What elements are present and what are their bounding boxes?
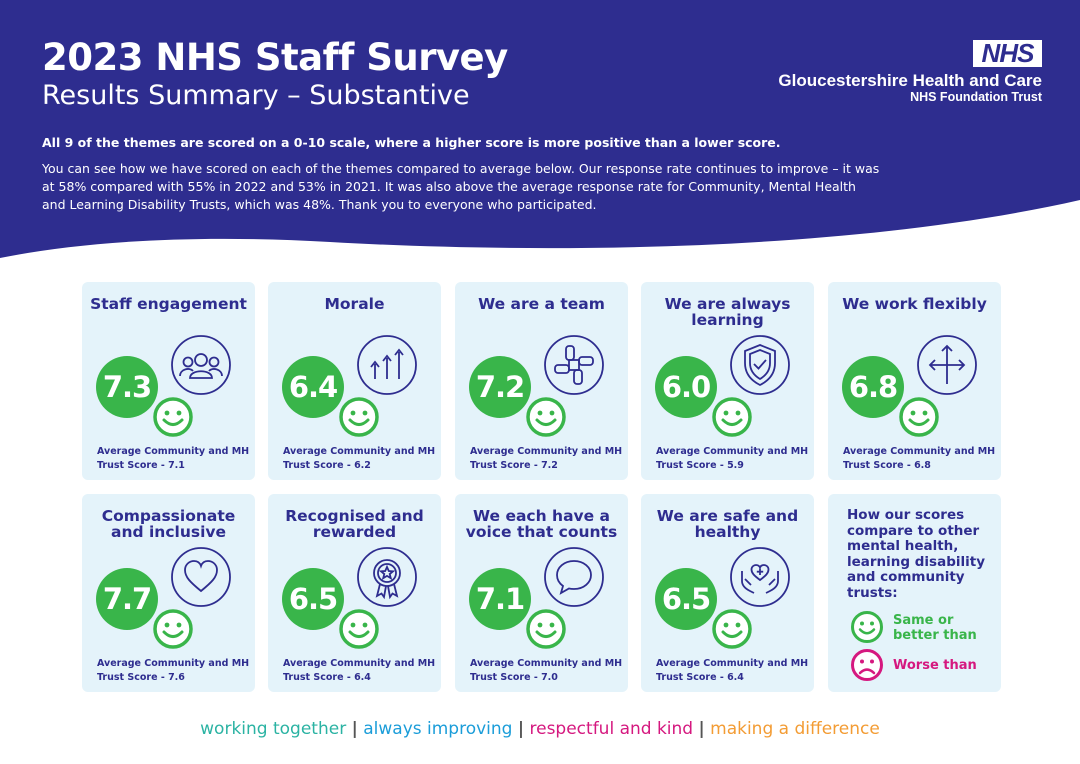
- nhs-logo: NHS: [973, 40, 1042, 67]
- hands-heart-icon: [730, 547, 790, 607]
- shield-check-icon: [730, 335, 790, 395]
- page-subtitle: Results Summary – Substantive: [42, 80, 470, 111]
- average-score-text: Average Community and MH Trust Score - 6…: [656, 658, 809, 683]
- legend-title: How our scores compare to other mental h…: [847, 507, 985, 601]
- smiley-face-icon: [339, 397, 379, 437]
- theme-title: We are always learning: [664, 295, 791, 329]
- theme-title: Recognised and rewarded: [285, 507, 424, 541]
- sad-face-icon: [851, 649, 883, 681]
- theme-title: We are a team: [478, 295, 605, 313]
- theme-score: 7.2: [469, 356, 531, 418]
- theme-card-staff-engagement: Staff engagement 7.3 Average Community a…: [82, 282, 255, 480]
- value-working-together: working together: [200, 719, 347, 739]
- value-separator: |: [351, 719, 358, 739]
- header-banner: [0, 0, 1080, 258]
- theme-score: 6.4: [282, 356, 344, 418]
- average-score-text: Average Community and MH Trust Score - 6…: [283, 446, 436, 471]
- average-score-text: Average Community and MH Trust Score - 7…: [470, 658, 623, 683]
- value-separator: |: [517, 719, 525, 739]
- arrows-up-icon: [357, 335, 417, 395]
- theme-title: Morale: [324, 295, 385, 313]
- award-rosette-icon: [357, 547, 417, 607]
- theme-title: Compassionate and inclusive: [101, 507, 236, 541]
- theme-score: 6.5: [282, 568, 344, 630]
- page-title: 2023 NHS Staff Survey: [42, 36, 508, 79]
- value-respectful-and-kind: respectful and kind: [529, 719, 694, 739]
- value-always-improving: always improving: [363, 719, 513, 739]
- theme-score: 7.7: [96, 568, 158, 630]
- intro-text: You can see how we have scored on each o…: [42, 161, 880, 212]
- theme-score: 7.3: [96, 356, 158, 418]
- average-score-text: Average Community and MH Trust Score - 6…: [283, 658, 436, 683]
- organisation-name: Gloucestershire Health and Care: [778, 71, 1042, 90]
- intro-bold-text: All 9 of the themes are scored on a 0-10…: [42, 135, 781, 150]
- theme-score: 6.8: [842, 356, 904, 418]
- legend-worse-than: Worse than: [893, 658, 977, 673]
- average-score-text: Average Community and MH Trust Score - 7…: [97, 446, 250, 471]
- smiley-face-icon: [712, 397, 752, 437]
- smiley-face-icon: [851, 611, 883, 643]
- heart-icon: [171, 547, 231, 607]
- theme-title: Staff engagement: [90, 295, 247, 313]
- value-making-a-difference: making a difference: [710, 719, 880, 739]
- theme-card-safe-healthy: We are safe and healthy 6.5 Average Comm…: [641, 494, 814, 692]
- smiley-face-icon: [153, 609, 193, 649]
- theme-card-morale: Morale 6.4 Average Community and MH Trus…: [268, 282, 441, 480]
- smiley-face-icon: [526, 397, 566, 437]
- values-footer: working together | always improving | re…: [0, 719, 1080, 739]
- theme-title: We are safe and healthy: [656, 507, 799, 541]
- organisation-subtitle: NHS Foundation Trust: [910, 90, 1042, 104]
- average-score-text: Average Community and MH Trust Score - 5…: [656, 446, 809, 471]
- legend-same-or-better: Same or better than: [893, 613, 977, 643]
- theme-title: We work flexibly: [842, 295, 987, 313]
- smiley-face-icon: [153, 397, 193, 437]
- legend-card: How our scores compare to other mental h…: [828, 494, 1001, 692]
- speech-bubble-icon: [544, 547, 604, 607]
- smiley-face-icon: [712, 609, 752, 649]
- theme-card-work-flexibly: We work flexibly 6.8 Average Community a…: [828, 282, 1001, 480]
- theme-card-compassionate-inclusive: Compassionate and inclusive 7.7 Average …: [82, 494, 255, 692]
- smiley-face-icon: [339, 609, 379, 649]
- theme-card-we-are-a-team: We are a team 7.2 Average Community and …: [455, 282, 628, 480]
- theme-score: 6.5: [655, 568, 717, 630]
- average-score-text: Average Community and MH Trust Score - 7…: [97, 658, 250, 683]
- average-score-text: Average Community and MH Trust Score - 7…: [470, 446, 623, 471]
- team-hands-icon: [544, 335, 604, 395]
- smiley-face-icon: [526, 609, 566, 649]
- theme-score: 7.1: [469, 568, 531, 630]
- smiley-face-icon: [899, 397, 939, 437]
- theme-title: We each have a voice that counts: [465, 507, 618, 541]
- people-group-icon: [171, 335, 231, 395]
- value-separator: |: [698, 719, 705, 739]
- theme-card-recognised-rewarded: Recognised and rewarded 6.5 Average Comm…: [268, 494, 441, 692]
- theme-card-voice-that-counts: We each have a voice that counts 7.1 Ave…: [455, 494, 628, 692]
- theme-score: 6.0: [655, 356, 717, 418]
- direction-arrows-icon: [917, 335, 977, 395]
- average-score-text: Average Community and MH Trust Score - 6…: [843, 446, 996, 471]
- theme-card-always-learning: We are always learning 6.0 Average Commu…: [641, 282, 814, 480]
